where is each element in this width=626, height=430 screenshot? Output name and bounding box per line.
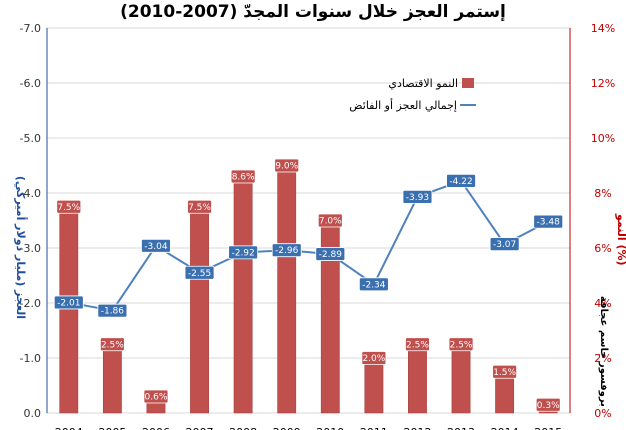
bar-data-label: 2.5%	[450, 340, 473, 350]
legend-bar-swatch	[462, 78, 474, 88]
bar-label-box	[317, 213, 343, 228]
right-tick-label: 4%	[594, 297, 611, 310]
left-tick-label: -1.0	[20, 352, 41, 365]
bar-2004	[59, 206, 79, 414]
bar-label-box	[492, 364, 518, 379]
right-tick-label: 6%	[594, 242, 611, 255]
bar-label-box	[405, 337, 430, 352]
right-tick-label: 0%	[594, 407, 611, 420]
y-axis-left-title: العجز (مليار دولار أميركي)	[14, 176, 28, 319]
x-tick-label: 2015	[534, 426, 562, 430]
y-axis-right-title: النمو (%)	[615, 213, 626, 266]
left-tick-label: -4.0	[20, 187, 41, 200]
plot-area	[46, 27, 571, 414]
bar-2011	[364, 357, 384, 414]
line-data-label: -1.86	[101, 307, 125, 317]
line-point-2004	[53, 295, 84, 310]
x-tick-label: 2012	[403, 426, 431, 430]
deficit-line	[68, 179, 549, 312]
line-data-label: -4.22	[449, 177, 472, 187]
line-data-label: -2.96	[275, 246, 299, 256]
left-tick-label: -7.0	[20, 22, 41, 35]
bar-data-label: 2.0%	[362, 354, 385, 364]
left-tick-label: -2.0	[20, 297, 41, 310]
bar-label-box	[535, 397, 561, 412]
x-tick-label: 2014	[491, 426, 519, 430]
line-point-2006	[141, 238, 171, 253]
line-data-label: -2.55	[188, 269, 211, 279]
x-tick-label: 2009	[273, 426, 301, 430]
line-data-label: -3.04	[144, 242, 168, 252]
line-point-2015	[533, 214, 564, 229]
bar-2007	[190, 206, 209, 414]
bar-label-box	[187, 199, 212, 214]
line-data-label: -2.92	[231, 248, 254, 258]
bar-2012	[408, 344, 427, 414]
bar-label-box	[361, 351, 387, 365]
line-point-2007	[184, 265, 215, 280]
left-tick-label: -5.0	[20, 132, 41, 145]
bar-data-label: 2.5%	[406, 340, 429, 350]
x-tick-label: 2011	[360, 426, 388, 430]
x-tick-label: 2010	[316, 426, 344, 430]
author-credit: بروفسور جاسم عجاقة	[598, 296, 609, 407]
bar-data-label: 2.5%	[101, 340, 124, 350]
x-tick-label: 2008	[229, 426, 257, 430]
bar-label-box	[143, 389, 169, 404]
left-tick-label: 0.0	[24, 407, 42, 420]
bar-2008	[233, 176, 253, 414]
line-data-label: -2.01	[57, 298, 80, 308]
bar-data-label: 0.6%	[145, 393, 168, 403]
right-tick-label: 10%	[591, 132, 615, 145]
x-tick-label: 2013	[447, 426, 475, 430]
right-tick-label: 8%	[594, 187, 611, 200]
bar-label-box	[448, 337, 474, 352]
line-point-2012	[402, 189, 433, 204]
line-point-2013	[446, 173, 476, 188]
line-data-label: -2.89	[319, 250, 343, 260]
line-data-label: -3.07	[493, 240, 516, 250]
bar-data-label: 0.3%	[537, 401, 560, 411]
legend-line-label: إجمالي العجز أو الفائض	[349, 98, 457, 112]
line-data-label: -2.34	[362, 280, 386, 290]
bar-data-label: 1.5%	[493, 368, 516, 378]
left-tick-label: -3.0	[20, 242, 41, 255]
right-tick-label: 12%	[591, 77, 615, 90]
line-point-2005	[97, 303, 128, 318]
left-tick-label: -6.0	[20, 77, 41, 90]
bar-data-label: 8.6%	[232, 173, 255, 183]
x-tick-label: 2007	[186, 426, 214, 430]
legend-bar-label: النمو الاقتصادي	[388, 77, 458, 90]
line-point-2010	[315, 247, 346, 261]
bar-label-box	[56, 199, 82, 214]
bar-data-label: 7.5%	[188, 203, 211, 213]
line-point-2011	[358, 277, 389, 292]
bar-label-box	[274, 158, 300, 173]
bar-label-box	[230, 169, 256, 184]
bar-2013	[451, 344, 471, 414]
bar-data-label: 7.0%	[319, 217, 342, 227]
bar-data-label: 7.5%	[57, 203, 80, 213]
x-tick-label: 2005	[98, 426, 126, 430]
line-data-label: -3.48	[537, 218, 561, 228]
line-point-2014	[489, 237, 520, 252]
x-tick-label: 2006	[142, 426, 170, 430]
bar-data-label: 9.0%	[275, 162, 298, 172]
right-tick-label: 2%	[594, 352, 611, 365]
line-data-label: -3.93	[406, 193, 429, 203]
x-tick-label: 2004	[55, 426, 83, 430]
bar-label-box	[99, 337, 125, 352]
bar-2009	[277, 165, 297, 414]
right-tick-label: 14%	[591, 22, 615, 35]
line-point-2009	[271, 243, 302, 258]
chart-title: إستمر العجز خلال سنوات المجدّ (2007-2010…	[120, 2, 506, 22]
bar-2005	[102, 344, 122, 414]
line-point-2008	[228, 245, 259, 260]
